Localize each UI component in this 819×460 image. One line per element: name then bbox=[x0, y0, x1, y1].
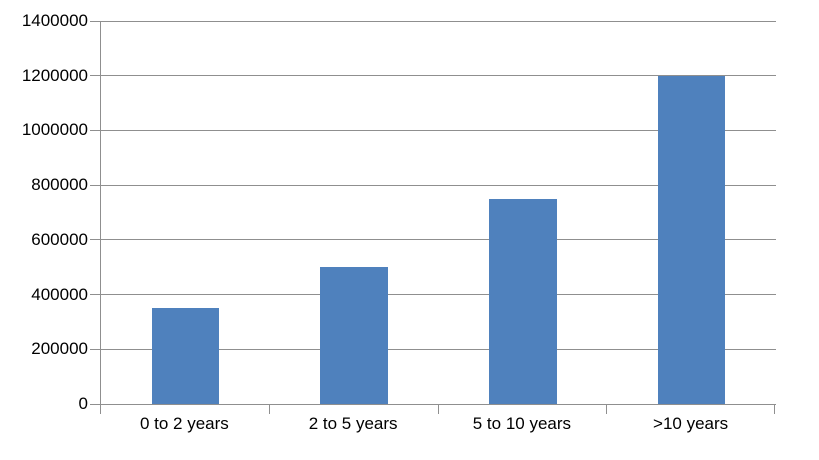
x-axis-tick bbox=[774, 405, 775, 414]
bar bbox=[489, 198, 557, 404]
y-axis-tick bbox=[90, 129, 100, 131]
x-axis-tick bbox=[268, 405, 270, 414]
x-axis-category-label: 0 to 2 years bbox=[139, 414, 229, 433]
y-axis-tick bbox=[90, 348, 100, 350]
plot-area bbox=[100, 20, 776, 405]
y-axis-tick-label: 400000 bbox=[31, 284, 88, 304]
x-axis-category-label: 2 to 5 years bbox=[308, 414, 398, 433]
y-axis-tick-label: 800000 bbox=[31, 175, 88, 195]
bar bbox=[151, 308, 220, 404]
y-axis-tick-label: 1000000 bbox=[21, 120, 88, 140]
y-axis-tick-label: 0 bbox=[78, 394, 88, 413]
gridline bbox=[101, 20, 776, 22]
y-axis-tick-label: 1200000 bbox=[21, 65, 88, 85]
y-axis-tick-label: 600000 bbox=[31, 229, 88, 249]
gridline bbox=[101, 184, 776, 186]
gridline bbox=[101, 129, 776, 131]
x-axis-tick bbox=[606, 405, 608, 414]
gridline bbox=[101, 348, 776, 350]
y-axis-tick bbox=[90, 294, 100, 296]
x-axis-category-label: >10 years bbox=[653, 414, 729, 433]
x-axis-tick bbox=[100, 405, 101, 414]
gridline bbox=[101, 294, 776, 296]
bar bbox=[320, 267, 388, 404]
gridline bbox=[101, 75, 776, 77]
y-axis-tick bbox=[90, 20, 100, 22]
y-axis-tick-label: 1400000 bbox=[21, 11, 88, 30]
y-axis-tick bbox=[90, 75, 100, 77]
y-axis-tick-label: 200000 bbox=[31, 339, 88, 359]
x-axis-tick bbox=[437, 405, 439, 414]
gridline bbox=[101, 239, 776, 241]
x-axis-category-label: 5 to 10 years bbox=[472, 414, 572, 433]
y-axis-tick bbox=[90, 184, 100, 186]
bar bbox=[657, 75, 726, 404]
y-axis-tick bbox=[90, 239, 100, 241]
y-axis-tick bbox=[90, 403, 100, 405]
